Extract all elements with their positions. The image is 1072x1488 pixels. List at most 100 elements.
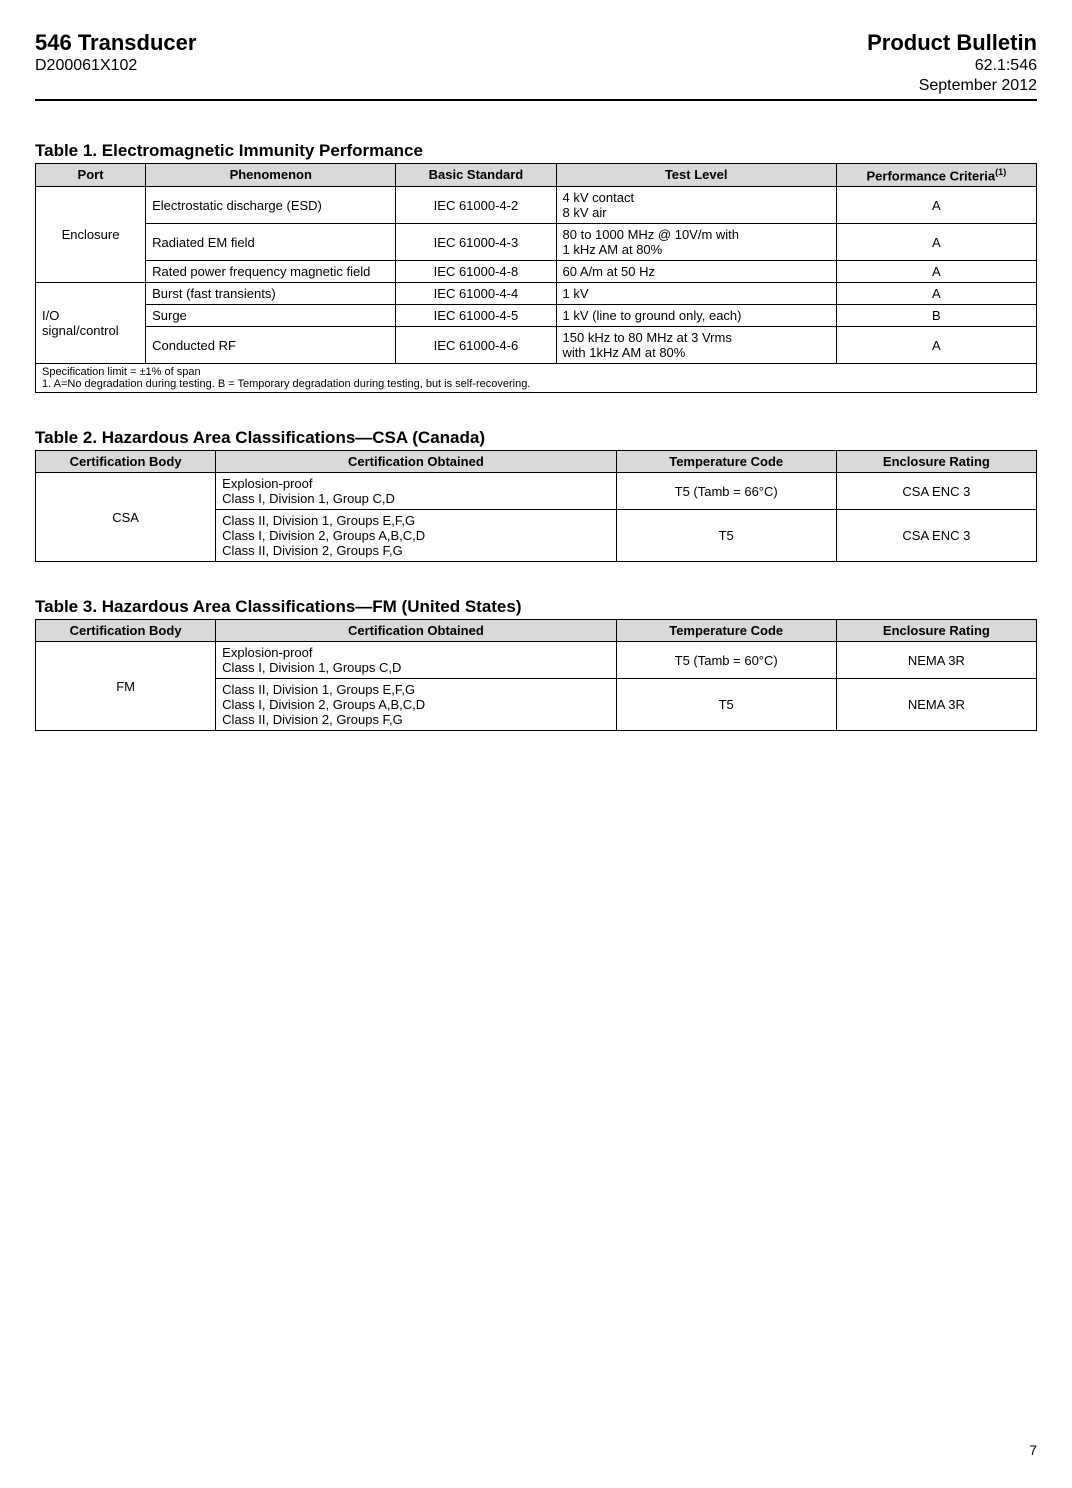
table3-section: Table 3. Hazardous Area Classifications—… bbox=[35, 597, 1037, 731]
port-enclosure: Enclosure bbox=[36, 187, 146, 283]
cert-line: Class I, Division 1, Group C,D bbox=[222, 491, 609, 506]
enclosure-cell: CSA ENC 3 bbox=[836, 473, 1036, 510]
phenomenon-cell: Electrostatic discharge (ESD) bbox=[146, 187, 396, 224]
table1-col-standard: Basic Standard bbox=[396, 163, 556, 186]
criteria-cell: A bbox=[836, 261, 1036, 283]
phenomenon-cell: Rated power frequency magnetic field bbox=[146, 261, 396, 283]
cert-obtained-cell: Explosion-proof Class I, Division 1, Gro… bbox=[216, 473, 616, 510]
cert-line: Explosion-proof bbox=[222, 645, 609, 660]
phenomenon-cell: Surge bbox=[146, 305, 396, 327]
level-line: 8 kV air bbox=[563, 205, 830, 220]
cert-obtained-cell: Explosion-proof Class I, Division 1, Gro… bbox=[216, 642, 616, 679]
cert-line: Class II, Division 1, Groups E,F,G bbox=[222, 513, 609, 528]
bulletin-date: September 2012 bbox=[867, 76, 1037, 95]
level-cell: 4 kV contact 8 kV air bbox=[556, 187, 836, 224]
phenomenon-cell: Radiated EM field bbox=[146, 224, 396, 261]
table3-col-enclosure: Enclosure Rating bbox=[836, 620, 1036, 642]
document-number: D200061X102 bbox=[35, 56, 196, 75]
footnote-line: Specification limit = ±1% of span bbox=[42, 366, 1030, 378]
enclosure-cell: CSA ENC 3 bbox=[836, 510, 1036, 562]
table-row: Enclosure Electrostatic discharge (ESD) … bbox=[36, 187, 1037, 224]
cert-line: Class I, Division 1, Groups C,D bbox=[222, 660, 609, 675]
enclosure-cell: NEMA 3R bbox=[836, 679, 1036, 731]
table2-col-enclosure: Enclosure Rating bbox=[836, 451, 1036, 473]
enclosure-cell: NEMA 3R bbox=[836, 642, 1036, 679]
temp-cell: T5 (Tamb = 60°C) bbox=[616, 642, 836, 679]
table3-header-row: Certification Body Certification Obtaine… bbox=[36, 620, 1037, 642]
level-line: 150 kHz to 80 MHz at 3 Vrms bbox=[563, 330, 830, 345]
level-cell: 60 A/m at 50 Hz bbox=[556, 261, 836, 283]
table3-col-cert: Certification Obtained bbox=[216, 620, 616, 642]
table3: Certification Body Certification Obtaine… bbox=[35, 619, 1037, 731]
standard-cell: IEC 61000-4-8 bbox=[396, 261, 556, 283]
cert-line: Class II, Division 2, Groups F,G bbox=[222, 543, 609, 558]
table-row: Rated power frequency magnetic field IEC… bbox=[36, 261, 1037, 283]
port-io: I/O signal/control bbox=[36, 283, 146, 364]
table1-footnote-row: Specification limit = ±1% of span 1. A=N… bbox=[36, 364, 1037, 393]
level-line: 80 to 1000 MHz @ 10V/m with bbox=[563, 227, 830, 242]
table3-col-body: Certification Body bbox=[36, 620, 216, 642]
table-row: Radiated EM field IEC 61000-4-3 80 to 10… bbox=[36, 224, 1037, 261]
table1-header-row: Port Phenomenon Basic Standard Test Leve… bbox=[36, 163, 1037, 186]
cert-line: Class I, Division 2, Groups A,B,C,D bbox=[222, 528, 609, 543]
table2-header-row: Certification Body Certification Obtaine… bbox=[36, 451, 1037, 473]
cert-body-cell: CSA bbox=[36, 473, 216, 562]
table1-title: Table 1. Electromagnetic Immunity Perfor… bbox=[35, 141, 1037, 161]
table1-col-phenomenon: Phenomenon bbox=[146, 163, 396, 186]
table-row: FM Explosion-proof Class I, Division 1, … bbox=[36, 642, 1037, 679]
header-right: Product Bulletin 62.1:546 September 2012 bbox=[867, 30, 1037, 95]
footnote-line: 1. A=No degradation during testing. B = … bbox=[42, 378, 1030, 390]
criteria-cell: A bbox=[836, 224, 1036, 261]
table-row: CSA Explosion-proof Class I, Division 1,… bbox=[36, 473, 1037, 510]
level-cell: 80 to 1000 MHz @ 10V/m with 1 kHz AM at … bbox=[556, 224, 836, 261]
table3-title: Table 3. Hazardous Area Classifications—… bbox=[35, 597, 1037, 617]
criteria-cell: A bbox=[836, 283, 1036, 305]
cert-obtained-cell: Class II, Division 1, Groups E,F,G Class… bbox=[216, 510, 616, 562]
table1-col-port: Port bbox=[36, 163, 146, 186]
standard-cell: IEC 61000-4-2 bbox=[396, 187, 556, 224]
table1-section: Table 1. Electromagnetic Immunity Perfor… bbox=[35, 141, 1037, 393]
level-cell: 150 kHz to 80 MHz at 3 Vrms with 1kHz AM… bbox=[556, 327, 836, 364]
table2-col-temp: Temperature Code bbox=[616, 451, 836, 473]
table-row: Conducted RF IEC 61000-4-6 150 kHz to 80… bbox=[36, 327, 1037, 364]
standard-cell: IEC 61000-4-5 bbox=[396, 305, 556, 327]
product-title: 546 Transducer bbox=[35, 30, 196, 56]
temp-cell: T5 bbox=[616, 679, 836, 731]
criteria-cell: A bbox=[836, 327, 1036, 364]
footnote-cell: Specification limit = ±1% of span 1. A=N… bbox=[36, 364, 1037, 393]
table1-col-criteria: Performance Criteria(1) bbox=[836, 163, 1036, 186]
page-number: 7 bbox=[1029, 1442, 1037, 1458]
page-header: 546 Transducer D200061X102 Product Bulle… bbox=[35, 30, 1037, 101]
temp-cell: T5 bbox=[616, 510, 836, 562]
standard-cell: IEC 61000-4-4 bbox=[396, 283, 556, 305]
bulletin-title: Product Bulletin bbox=[867, 30, 1037, 56]
standard-cell: IEC 61000-4-3 bbox=[396, 224, 556, 261]
level-line: 4 kV contact bbox=[563, 190, 830, 205]
cert-line: Class II, Division 1, Groups E,F,G bbox=[222, 682, 609, 697]
level-cell: 1 kV (line to ground only, each) bbox=[556, 305, 836, 327]
criteria-label: Performance Criteria bbox=[867, 168, 996, 183]
bulletin-number: 62.1:546 bbox=[867, 56, 1037, 75]
table1-col-level: Test Level bbox=[556, 163, 836, 186]
table-row: Surge IEC 61000-4-5 1 kV (line to ground… bbox=[36, 305, 1037, 327]
table2-section: Table 2. Hazardous Area Classifications—… bbox=[35, 428, 1037, 562]
level-cell: 1 kV bbox=[556, 283, 836, 305]
criteria-sup: (1) bbox=[995, 167, 1006, 177]
standard-cell: IEC 61000-4-6 bbox=[396, 327, 556, 364]
criteria-cell: A bbox=[836, 187, 1036, 224]
level-line: 1 kHz AM at 80% bbox=[563, 242, 830, 257]
table-row: I/O signal/control Burst (fast transient… bbox=[36, 283, 1037, 305]
cert-line: Class I, Division 2, Groups A,B,C,D bbox=[222, 697, 609, 712]
header-left: 546 Transducer D200061X102 bbox=[35, 30, 196, 95]
level-line: with 1kHz AM at 80% bbox=[563, 345, 830, 360]
phenomenon-cell: Burst (fast transients) bbox=[146, 283, 396, 305]
table2: Certification Body Certification Obtaine… bbox=[35, 450, 1037, 562]
table3-col-temp: Temperature Code bbox=[616, 620, 836, 642]
phenomenon-cell: Conducted RF bbox=[146, 327, 396, 364]
criteria-cell: B bbox=[836, 305, 1036, 327]
table2-col-cert: Certification Obtained bbox=[216, 451, 616, 473]
cert-line: Explosion-proof bbox=[222, 476, 609, 491]
cert-body-cell: FM bbox=[36, 642, 216, 731]
table2-title: Table 2. Hazardous Area Classifications—… bbox=[35, 428, 1037, 448]
table1: Port Phenomenon Basic Standard Test Leve… bbox=[35, 163, 1037, 393]
